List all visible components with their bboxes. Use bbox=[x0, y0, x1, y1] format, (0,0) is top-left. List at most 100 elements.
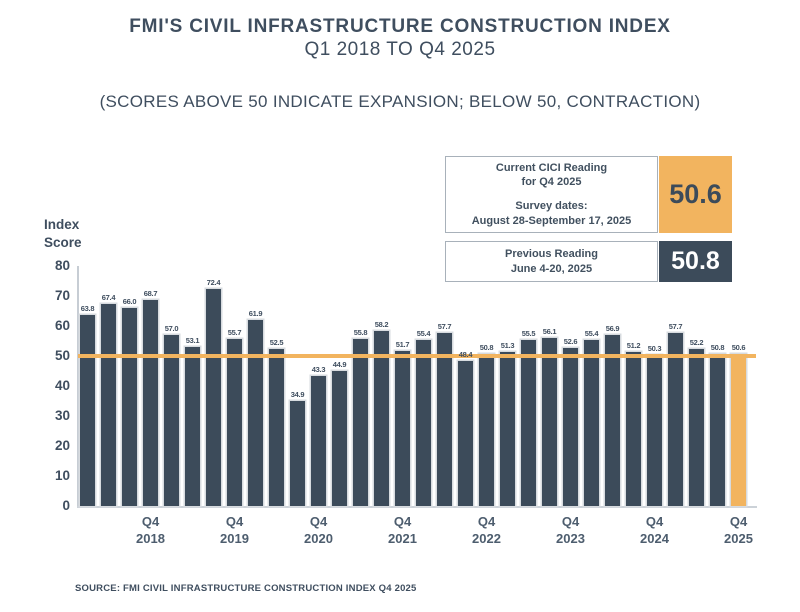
bar-q2-2023 bbox=[521, 339, 536, 506]
previous-reading-box: Previous Reading June 4-20, 2025 bbox=[445, 241, 658, 282]
bar-value-label: 57.7 bbox=[437, 321, 452, 331]
bar-q2-2024 bbox=[605, 335, 620, 506]
bar-q2-2025 bbox=[689, 349, 704, 506]
bar-value-label: 43.3 bbox=[311, 365, 326, 375]
bar-q2-2018 bbox=[101, 303, 116, 506]
y-axis-line bbox=[77, 266, 79, 508]
y-axis-tick: 60 bbox=[54, 318, 70, 333]
current-reading-quarter: for Q4 2025 bbox=[521, 176, 582, 189]
bar-value-label: 55.7 bbox=[227, 327, 242, 337]
bar-value-label: 53.1 bbox=[185, 335, 200, 345]
bar-q1-2025 bbox=[668, 332, 683, 506]
threshold-line-50 bbox=[78, 354, 756, 358]
current-reading-box: Current CICI Reading for Q4 2025 Survey … bbox=[445, 156, 658, 233]
bar-q2-2021 bbox=[353, 338, 368, 506]
y-axis-tick: 10 bbox=[54, 468, 70, 483]
bar-value-label: 48.4 bbox=[458, 349, 473, 359]
survey-dates-value: August 28-September 17, 2025 bbox=[471, 214, 632, 227]
chart-title: FMI'S CIVIL INFRASTRUCTURE CONSTRUCTION … bbox=[129, 16, 671, 37]
bar-q3-2018 bbox=[122, 308, 137, 506]
bar-value-label: 50.8 bbox=[479, 342, 494, 352]
bar-q1-2019 bbox=[164, 335, 179, 506]
survey-dates-label: Survey dates: bbox=[515, 200, 588, 212]
bar-value-label: 57.7 bbox=[668, 321, 683, 331]
previous-reading-title: Previous Reading bbox=[505, 247, 598, 260]
bar-value-label: 55.8 bbox=[353, 327, 368, 337]
y-axis-tick: 0 bbox=[62, 498, 70, 513]
bar-value-label: 58.2 bbox=[374, 320, 389, 330]
bar-q3-2021 bbox=[374, 331, 389, 506]
bar-value-label: 56.1 bbox=[542, 326, 557, 336]
x-axis-tick: Q4 2018 bbox=[136, 514, 165, 546]
bar-q4-2025 bbox=[731, 354, 746, 506]
bar-value-label: 55.4 bbox=[584, 328, 599, 338]
bar-q3-2025 bbox=[710, 353, 725, 506]
y-axis-tick: 40 bbox=[54, 378, 70, 393]
bar-q1-2023 bbox=[500, 352, 515, 506]
previous-reading-value: 50.8 bbox=[659, 241, 732, 282]
bar-q3-2019 bbox=[206, 288, 221, 506]
bar-value-label: 66.0 bbox=[122, 297, 137, 306]
bar-value-label: 34.9 bbox=[290, 390, 305, 400]
bar-q2-2020 bbox=[269, 348, 284, 506]
bar-q3-2024 bbox=[626, 352, 641, 506]
bar-q4-2018 bbox=[143, 299, 158, 506]
bar-q4-2019 bbox=[227, 338, 242, 506]
x-axis-tick: Q4 2025 bbox=[724, 514, 753, 546]
x-axis-tick: Q4 2024 bbox=[640, 514, 669, 546]
bar-q1-2021 bbox=[332, 371, 347, 506]
bar-q2-2019 bbox=[185, 346, 200, 506]
chart-note: (SCORES ABOVE 50 INDICATE EXPANSION; BEL… bbox=[99, 92, 701, 111]
bar-value-label: 44.9 bbox=[332, 360, 347, 370]
bar-value-label: 52.2 bbox=[689, 338, 704, 348]
previous-reading-dates: June 4-20, 2025 bbox=[510, 262, 593, 275]
bar-q3-2020 bbox=[290, 401, 305, 506]
bar-value-label: 55.4 bbox=[416, 328, 431, 338]
y-axis-tick: 20 bbox=[54, 438, 70, 453]
source-note: SOURCE: FMI CIVIL INFRASTRUCTURE CONSTRU… bbox=[75, 583, 417, 594]
bar-q2-2022 bbox=[437, 332, 452, 506]
x-baseline bbox=[77, 506, 757, 508]
y-axis-tick: 80 bbox=[54, 258, 70, 273]
x-axis-tick: Q4 2022 bbox=[472, 514, 501, 546]
y-axis-tick: 50 bbox=[54, 348, 70, 363]
y-axis-tick: 30 bbox=[54, 408, 70, 423]
bar-value-label: 57.0 bbox=[164, 324, 179, 333]
bar-value-label: 51.7 bbox=[395, 339, 410, 349]
bar-value-label: 63.8 bbox=[80, 303, 95, 313]
bar-value-label: 56.9 bbox=[605, 324, 620, 334]
bar-value-label: 55.5 bbox=[521, 328, 536, 338]
bar-q4-2021 bbox=[395, 350, 410, 506]
current-reading-title: Current CICI Reading bbox=[495, 161, 608, 174]
bar-q1-2022 bbox=[416, 339, 431, 506]
bar-q3-2023 bbox=[542, 337, 557, 506]
bar-value-label: 52.6 bbox=[563, 337, 578, 347]
bar-q1-2024 bbox=[584, 339, 599, 506]
bar-value-label: 50.6 bbox=[731, 343, 746, 353]
bar-value-label: 50.8 bbox=[710, 342, 725, 352]
y-axis-label: Index Score bbox=[44, 217, 82, 250]
bar-value-label: 61.9 bbox=[248, 309, 263, 319]
bar-q3-2022 bbox=[458, 360, 473, 506]
bar-q4-2023 bbox=[563, 348, 578, 506]
x-axis-tick: Q4 2020 bbox=[304, 514, 333, 546]
bar-value-label: 52.5 bbox=[269, 337, 284, 347]
bar-value-label: 50.3 bbox=[647, 344, 662, 354]
x-axis-tick: Q4 2021 bbox=[388, 514, 417, 546]
bar-q1-2020 bbox=[248, 320, 263, 506]
bar-q1-2018 bbox=[80, 314, 95, 506]
bar-q4-2024 bbox=[647, 355, 662, 506]
bar-q4-2022 bbox=[479, 353, 494, 506]
x-axis-tick: Q4 2023 bbox=[556, 514, 585, 546]
bar-value-label: 67.4 bbox=[101, 292, 116, 302]
bar-q4-2020 bbox=[311, 376, 326, 506]
bar-value-label: 68.7 bbox=[143, 288, 158, 298]
bar-value-label: 72.4 bbox=[206, 277, 221, 287]
x-axis-tick: Q4 2019 bbox=[220, 514, 249, 546]
y-axis-tick: 70 bbox=[54, 288, 70, 303]
bar-value-label: 51.2 bbox=[626, 341, 641, 351]
current-reading-value: 50.6 bbox=[659, 156, 732, 233]
bar-value-label: 51.3 bbox=[500, 341, 515, 351]
